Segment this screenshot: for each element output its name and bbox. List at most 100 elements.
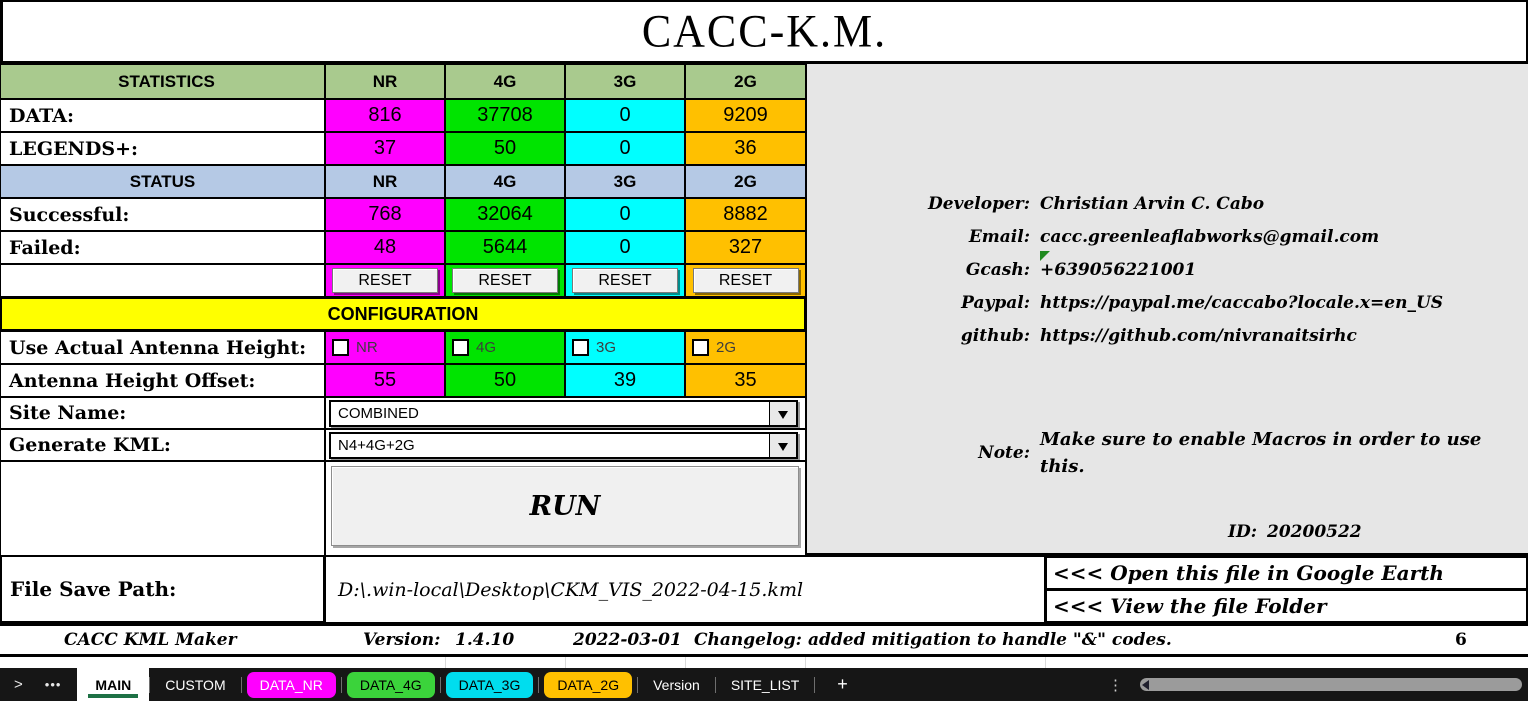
note-row: Note: Make sure to enable Macros in orde… — [807, 426, 1528, 480]
file-save-path-label: File Save Path: — [0, 556, 325, 623]
open-in-google-earth-link[interactable]: <<< Open this file in Google Earth — [1045, 556, 1528, 590]
run-cell: RUN — [325, 461, 806, 556]
tab-separator — [714, 676, 716, 693]
note-label: Note: — [978, 443, 1030, 463]
paypal-label: Paypal: — [961, 293, 1030, 313]
footer-version-value: 1.4.10 — [455, 630, 515, 650]
generate-kml-dropdown-value: N4+4G+2G — [338, 437, 415, 454]
title-banner: CACC-K.M. — [0, 0, 1528, 64]
generate-kml-dropdown-button[interactable] — [769, 434, 796, 457]
data-2g-value: 9209 — [685, 99, 806, 132]
site-name-dropdown[interactable]: COMBINED — [329, 400, 798, 427]
site-name-row: Site Name: COMBINED — [0, 397, 807, 429]
legends-4g-value: 50 — [445, 132, 565, 165]
generate-kml-dropdown[interactable]: N4+4G+2G — [329, 432, 798, 459]
id-label: ID: — [1228, 522, 1257, 542]
antenna-3g-checkbox[interactable] — [572, 339, 589, 356]
successful-3g-value: 0 — [565, 198, 685, 231]
reset-nr-cell: RESET — [325, 264, 445, 297]
email-row: Email: cacc.greenleaflabworks@gmail.com — [807, 227, 1528, 247]
file-links: <<< Open this file in Google Earth <<< V… — [1045, 556, 1528, 623]
offset-2g-value[interactable]: 35 — [685, 364, 806, 397]
reset-nr-button[interactable]: RESET — [332, 268, 438, 293]
failed-row-label: Failed: — [0, 231, 325, 264]
tab-data-nr[interactable]: DATA_NR — [246, 671, 336, 698]
paypal-row: Paypal: https://paypal.me/caccabo?locale… — [807, 293, 1528, 313]
col-header-2g: 2G — [685, 64, 806, 99]
footer-bar: CACC KML Maker Version: 1.4.10 2022-03-0… — [0, 623, 1528, 657]
site-name-dropdown-value: COMBINED — [338, 405, 419, 422]
email-value: cacc.greenleaflabworks@gmail.com — [1040, 227, 1380, 247]
successful-nr-value: 768 — [325, 198, 445, 231]
ellipsis-icon[interactable]: ••• — [44, 677, 62, 692]
file-save-path-value: D:\.win-local\Desktop\CKM_VIS_2022-04-15… — [325, 556, 1045, 623]
email-label: Email: — [968, 227, 1030, 247]
view-file-folder-link[interactable]: <<< View the file Folder — [1045, 590, 1528, 623]
tab-main[interactable]: MAIN — [77, 668, 150, 701]
antenna-2g-checkbox-label: 2G — [716, 339, 737, 356]
chevron-down-icon — [778, 442, 788, 456]
gcash-row: Gcash: +639056221001 — [807, 251, 1528, 280]
run-button[interactable]: RUN — [331, 466, 799, 546]
status-col-nr: NR — [325, 165, 445, 198]
offset-row: Antenna Height Offset: 55 50 39 35 — [0, 364, 807, 397]
col-header-4g: 4G — [445, 64, 565, 99]
footer-version-label: Version: — [363, 630, 441, 650]
reset-4g-button[interactable]: RESET — [452, 268, 558, 293]
reset-2g-cell: RESET — [685, 264, 806, 297]
antenna-4g-checkbox[interactable] — [452, 339, 469, 356]
statistics-header-row: STATISTICS NR 4G 3G 2G — [0, 64, 807, 99]
status-col-2g: 2G — [685, 165, 806, 198]
tab-data-3g[interactable]: DATA_3G — [445, 671, 534, 698]
file-save-path-row: File Save Path: D:\.win-local\Desktop\CK… — [0, 556, 1528, 623]
id-value: 20200522 — [1267, 522, 1362, 542]
offset-3g-value[interactable]: 39 — [565, 364, 685, 397]
offset-4g-value[interactable]: 50 — [445, 364, 565, 397]
offset-row-label: Antenna Height Offset: — [0, 364, 325, 397]
tab-site-list[interactable]: SITE_LIST — [730, 676, 800, 693]
tab-data-2g[interactable]: DATA_2G — [544, 671, 633, 698]
tab-data-4g[interactable]: DATA_4G — [346, 671, 435, 698]
tab-separator — [240, 676, 242, 693]
gcash-label: Gcash: — [965, 260, 1030, 280]
site-name-dropdown-button[interactable] — [769, 402, 796, 425]
reset-3g-button[interactable]: RESET — [572, 268, 678, 293]
github-value[interactable]: https://github.com/nivranaitsirhc — [1040, 326, 1357, 346]
legends-row-label: LEGENDS+: — [0, 132, 325, 165]
successful-row: Successful: 768 32064 0 8882 — [0, 198, 807, 231]
antenna-height-row: Use Actual Antenna Height: NR 4G 3G 2G — [0, 331, 807, 364]
chevron-right-icon[interactable]: > — [14, 676, 23, 693]
failed-3g-value: 0 — [565, 231, 685, 264]
tab-custom[interactable]: CUSTOM — [165, 676, 226, 693]
antenna-nr-checkbox[interactable] — [332, 339, 349, 356]
data-nr-value: 816 — [325, 99, 445, 132]
page-title: CACC-K.M. — [641, 5, 888, 58]
horizontal-scrollbar[interactable] — [1140, 678, 1522, 691]
offset-nr-value[interactable]: 55 — [325, 364, 445, 397]
reset-row: RESET RESET RESET RESET — [0, 264, 807, 297]
statistics-header: STATISTICS — [0, 64, 325, 99]
configuration-banner-row: CONFIGURATION — [0, 297, 807, 331]
tab-options-icon[interactable]: ⋮ — [1108, 676, 1123, 694]
chevron-down-icon — [778, 410, 788, 424]
legends-2g-value: 36 — [685, 132, 806, 165]
tab-version[interactable]: Version — [653, 676, 700, 693]
footer-date: 2022-03-01 — [573, 630, 682, 650]
paypal-value[interactable]: https://paypal.me/caccabo?locale.x=en_US — [1040, 293, 1444, 313]
tab-nav-controls: > ••• — [0, 668, 61, 701]
run-row: RUN — [0, 461, 807, 556]
antenna-2g-checkbox[interactable] — [692, 339, 709, 356]
footer-changelog-label: Changelog: — [694, 630, 802, 650]
tab-separator — [149, 676, 151, 693]
footer-page-number: 6 — [1455, 630, 1467, 650]
developer-row: Developer: Christian Arvin C. Cabo — [807, 194, 1528, 214]
add-sheet-button[interactable]: + — [837, 674, 848, 694]
reset-2g-button[interactable]: RESET — [692, 268, 799, 293]
antenna-height-label: Use Actual Antenna Height: — [0, 331, 325, 364]
github-label: github: — [960, 326, 1030, 346]
tab-separator — [814, 676, 816, 693]
antenna-4g-cell: 4G — [445, 331, 565, 364]
col-header-3g: 3G — [565, 64, 685, 99]
successful-4g-value: 32064 — [445, 198, 565, 231]
